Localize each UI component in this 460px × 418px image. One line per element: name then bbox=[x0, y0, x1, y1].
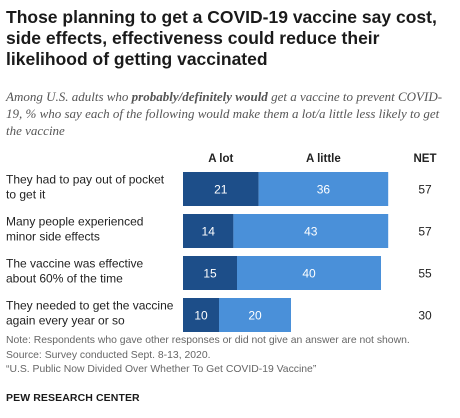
net-value: 30 bbox=[418, 309, 432, 323]
bar-a-little bbox=[233, 214, 389, 248]
category-label: about 60% of the time bbox=[6, 272, 123, 286]
data-label-a-lot: 21 bbox=[214, 183, 228, 197]
category-label: They needed to get the vaccine bbox=[6, 299, 174, 313]
category-label: minor side effects bbox=[6, 230, 100, 244]
data-label-a-little: 40 bbox=[302, 267, 316, 281]
bar-a-little bbox=[237, 256, 381, 290]
net-value: 55 bbox=[418, 267, 432, 281]
header-a-lot: A lot bbox=[208, 153, 233, 165]
chart-title: Those planning to get a COVID-19 vaccine… bbox=[6, 7, 437, 69]
subtitle-rest: get a vaccine to prevent COVID-19, % who… bbox=[6, 89, 443, 138]
chart-subtitle: Among U.S. adults who probably/definitel… bbox=[6, 88, 456, 139]
category-label: The vaccine was effective bbox=[6, 257, 144, 271]
bar-a-little bbox=[258, 172, 389, 206]
chart-notes: Note: Respondents who gave other respons… bbox=[6, 334, 456, 378]
data-label-a-lot: 14 bbox=[202, 225, 216, 239]
category-label: to get it bbox=[6, 188, 46, 202]
data-label-a-little: 20 bbox=[248, 309, 262, 323]
net-value: 57 bbox=[418, 183, 432, 197]
report-title-text: “U.S. Public Now Divided Over Whether To… bbox=[6, 364, 317, 375]
bar-a-little bbox=[219, 298, 291, 332]
net-value: 57 bbox=[418, 225, 432, 239]
header-net: NET bbox=[414, 153, 437, 165]
bar-a-lot bbox=[183, 172, 259, 206]
bar-a-lot bbox=[183, 214, 234, 248]
data-label-a-lot: 15 bbox=[203, 267, 217, 281]
bar-a-lot bbox=[183, 298, 219, 332]
data-label-a-little: 36 bbox=[317, 183, 331, 197]
data-label-a-little: 43 bbox=[304, 225, 318, 239]
data-label-a-lot: 10 bbox=[194, 309, 208, 323]
subtitle-emphasis: probably/definitely would bbox=[131, 89, 268, 104]
stacked-bar-chart: A lot A little NET They had to pay out of p… bbox=[6, 153, 437, 332]
note-text: Note: Respondents who gave other respons… bbox=[6, 335, 410, 346]
category-label: They had to pay out of pocket bbox=[6, 173, 165, 187]
category-label: again every year or so bbox=[6, 314, 125, 328]
pew-research-center-logo: PEW RESEARCH CENTER bbox=[6, 392, 140, 404]
category-label: Many people experienced bbox=[6, 215, 143, 229]
source-text: Source: Survey conducted Sept. 8-13, 202… bbox=[6, 349, 211, 361]
header-a-little: A little bbox=[306, 153, 341, 165]
bar-a-lot bbox=[183, 256, 237, 290]
subtitle-lead: Among U.S. adults who bbox=[6, 89, 132, 104]
